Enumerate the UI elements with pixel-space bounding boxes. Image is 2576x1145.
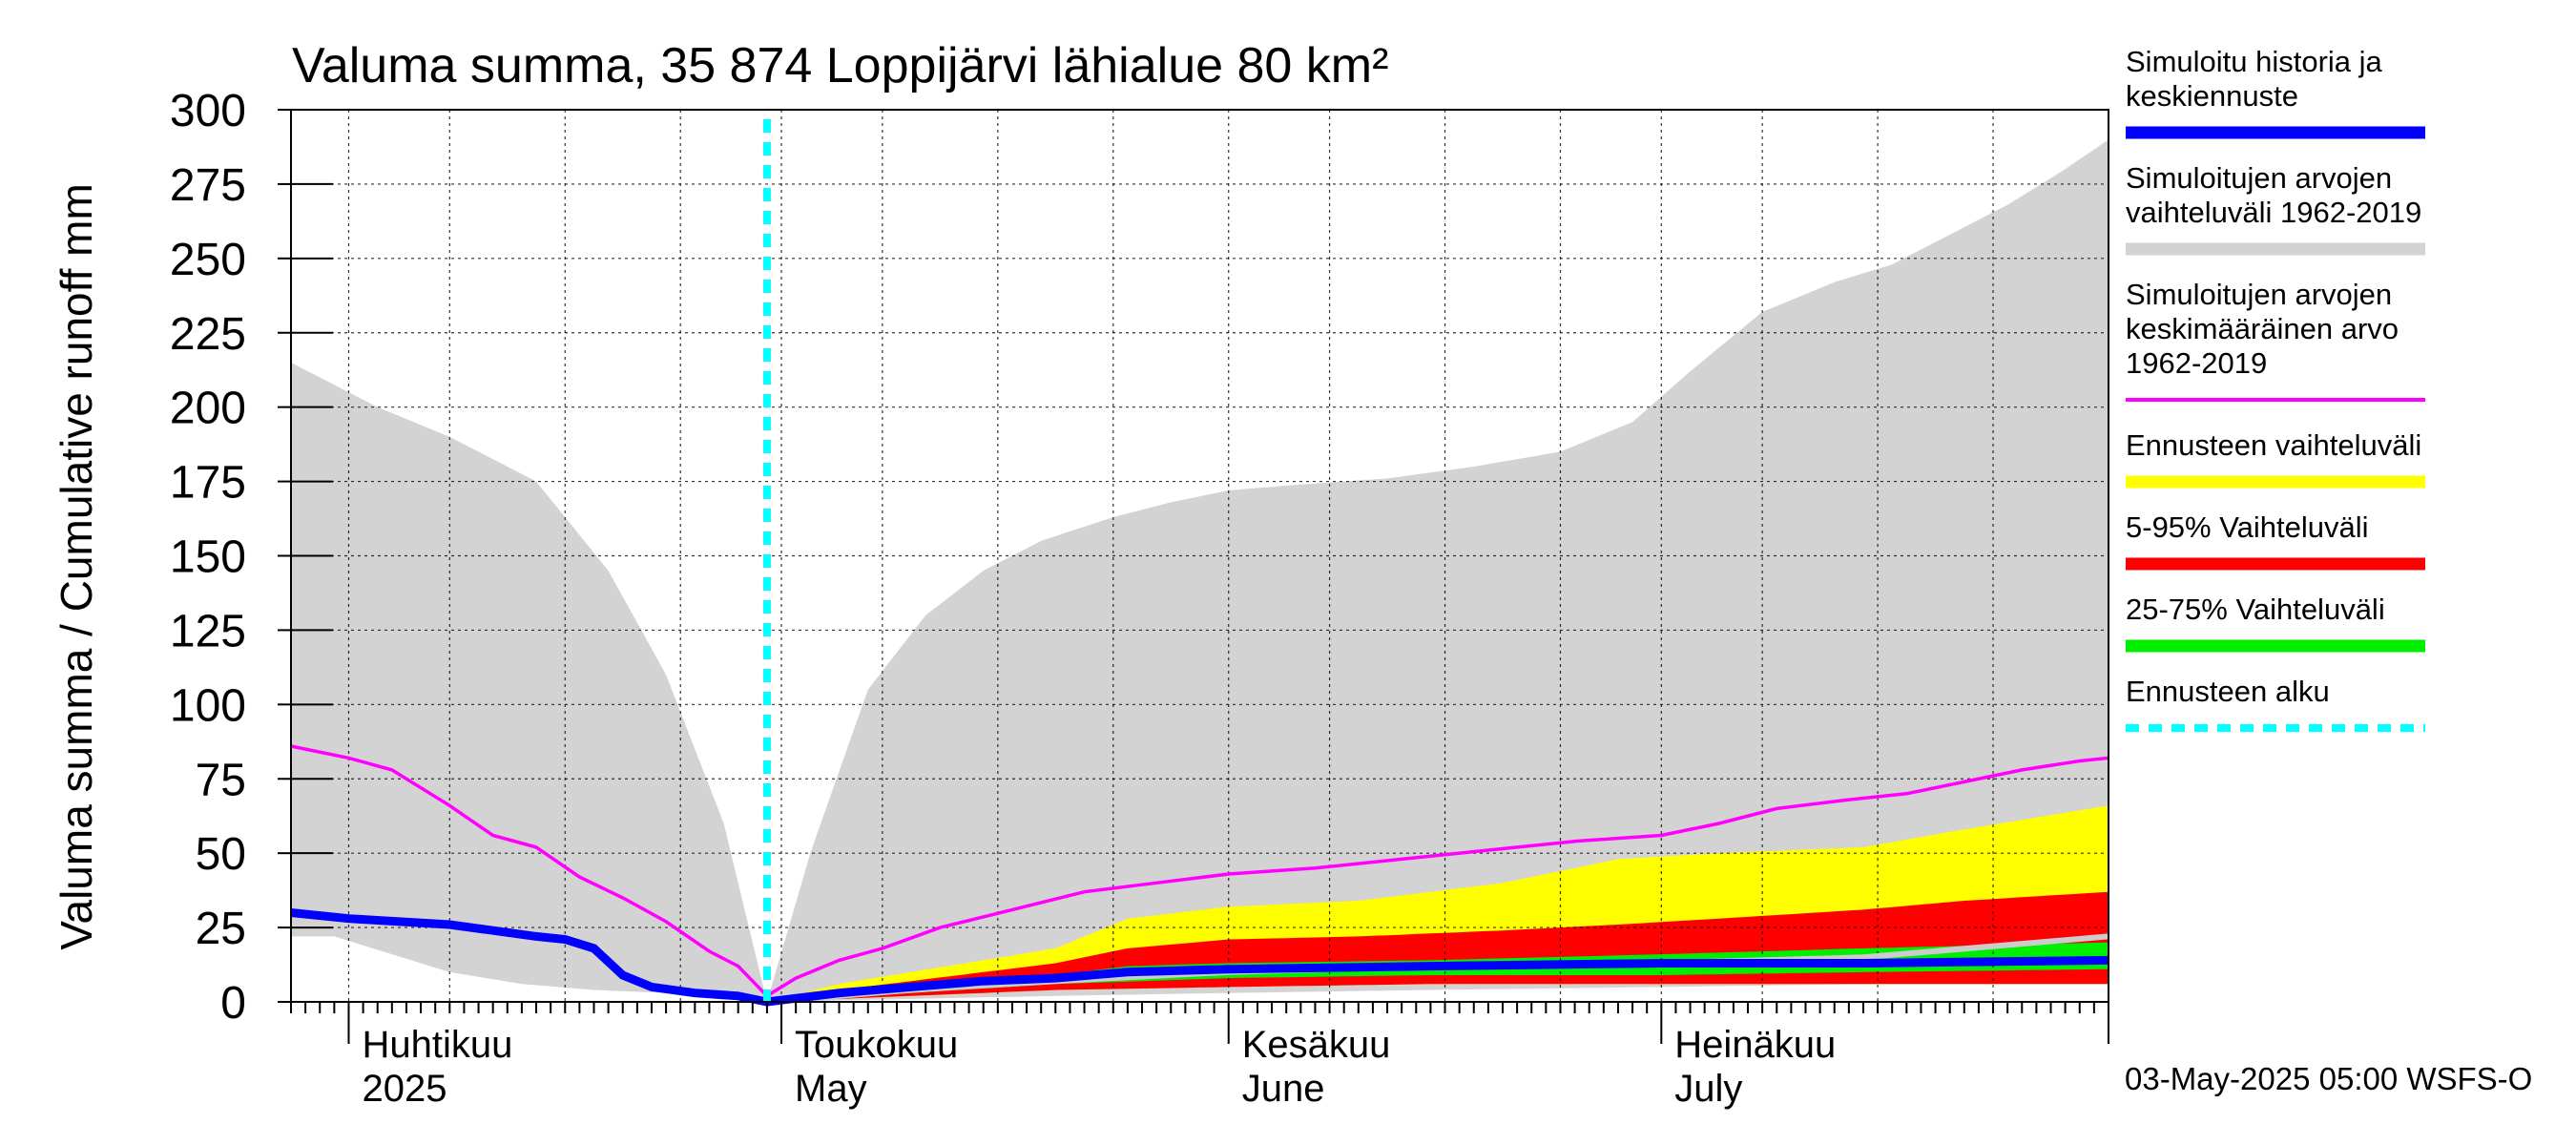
legend-label: keskiennuste: [2126, 79, 2298, 113]
mean-1962-2019-line: [290, 744, 2109, 999]
y-tick-label: 25: [196, 904, 246, 954]
month-label-en: May: [795, 1068, 867, 1110]
month-label-fi: Heinäkuu: [1674, 1024, 1836, 1066]
legend-label: keskimääräinen arvo: [2126, 312, 2399, 345]
y-tick-label: 0: [220, 978, 246, 1029]
gridlines: [291, 110, 2109, 1002]
y-tick-label: 175: [170, 458, 246, 509]
series-lines: [290, 119, 2109, 1007]
legend-label: vaihteluväli 1962-2019: [2126, 196, 2421, 229]
forecast-mean-line: [766, 955, 2109, 1007]
legend-label: Simuloitujen arvojen: [2126, 161, 2392, 195]
legend-label: Ennusteen vaihteluväli: [2126, 428, 2421, 462]
y-tick-label: 300: [170, 86, 246, 136]
y-tick-label: 225: [170, 309, 246, 360]
legend-label: 5-95% Vaihteluväli: [2126, 510, 2368, 544]
y-tick-label: 100: [170, 680, 246, 731]
month-label-fi: Toukokuu: [795, 1024, 958, 1066]
range-1962-2019-band: [291, 139, 2109, 1002]
month-label-fi: Huhtikuu: [362, 1024, 512, 1066]
y-tick-label: 200: [170, 384, 246, 434]
legend-label: Ennusteen alku: [2126, 675, 2330, 708]
series-layer: [291, 139, 2109, 1002]
chart-title: Valuma summa, 35 874 Loppijärvi lähialue…: [292, 38, 1388, 94]
legend-label: 25-75% Vaihteluväli: [2126, 593, 2385, 626]
month-label-en: June: [1242, 1068, 1325, 1110]
y-axis-label: Valuma summa / Cumulative runoff mm: [52, 183, 101, 950]
legend-label: 1962-2019: [2126, 346, 2267, 380]
footer-timestamp: 03-May-2025 05:00 WSFS-O: [2125, 1061, 2532, 1096]
month-label-en: July: [1674, 1068, 1742, 1110]
y-tick-label: 50: [196, 829, 246, 880]
y-tick-label: 125: [170, 606, 246, 656]
y-tick-label: 250: [170, 235, 246, 285]
y-tick-label: 150: [170, 532, 246, 583]
plot-area: [290, 109, 2109, 1007]
y-axis: 0 25 50 75 100 125 150 175 200 225 250 275 300: [170, 86, 333, 1029]
month-label-fi: Kesäkuu: [1242, 1024, 1391, 1066]
y-tick-label: 75: [196, 755, 246, 805]
y-tick-label: 275: [170, 160, 246, 211]
month-label-en: 2025: [362, 1068, 447, 1110]
history-line: [290, 908, 768, 1007]
legend-label: Simuloitujen arvojen: [2126, 278, 2392, 311]
legend-label: Simuloitu historia ja: [2126, 45, 2383, 78]
